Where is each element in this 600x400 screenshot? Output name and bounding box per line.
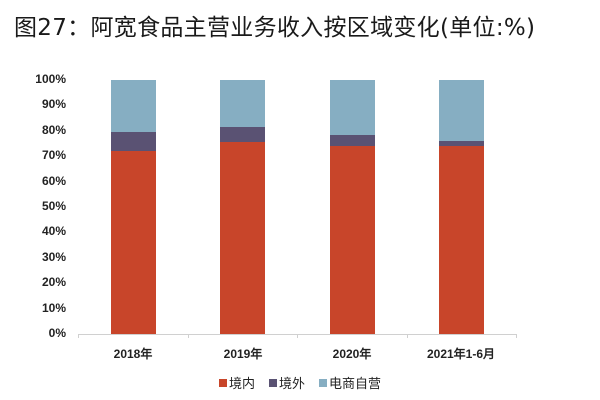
chart-title: 图27：阿宽食品主营业务收入按区域变化(单位:%)	[14, 15, 536, 41]
y-tick-label: 70%	[41, 148, 66, 163]
bar-segment-境外	[330, 135, 375, 147]
bar-segment-境外	[111, 131, 156, 151]
bar-segment-境内	[330, 146, 375, 334]
bar-segment-电商自营	[111, 80, 156, 132]
x-axis-tick	[188, 334, 189, 338]
legend-swatch-icon	[319, 378, 327, 387]
y-tick-label: 60%	[41, 173, 66, 188]
x-tick-label: 2018年	[113, 347, 153, 361]
bar-segment-电商自营	[330, 80, 375, 136]
bar-segment-境内	[439, 146, 484, 334]
x-axis-tick	[407, 334, 408, 338]
x-tick-label: 2019年	[223, 347, 263, 361]
bar-3	[439, 80, 484, 334]
bar-0	[111, 80, 156, 334]
bar-segment-境内	[111, 150, 156, 334]
y-tick-label: 80%	[41, 122, 66, 137]
y-tick-label: 100%	[35, 72, 66, 86]
x-tick-label: 2020年	[332, 347, 372, 361]
y-tick-label: 40%	[41, 224, 66, 239]
y-tick-label: 0%	[48, 326, 66, 340]
legend-label: 境外	[278, 377, 305, 392]
y-tick-label: 20%	[41, 275, 66, 290]
y-tick-label: 30%	[41, 249, 66, 264]
x-axis-tick	[297, 334, 298, 338]
legend-label: 电商自营	[329, 377, 382, 392]
bar-1	[220, 80, 265, 334]
legend-swatch-icon	[218, 378, 227, 387]
legend-item: 境内	[218, 373, 255, 392]
y-tick-label: 90%	[41, 97, 66, 112]
bar-2	[330, 80, 375, 334]
x-axis-tick	[78, 334, 79, 338]
legend-item: 电商自营	[319, 373, 381, 392]
y-tick-label: 50%	[41, 199, 66, 213]
bar-segment-境外	[220, 127, 265, 142]
bar-segment-境外	[439, 140, 484, 147]
bar-segment-境内	[220, 141, 265, 334]
legend: 境内 境外 电商自营	[0, 373, 600, 392]
legend-item: 境外	[268, 373, 305, 392]
bar-segment-电商自营	[220, 80, 265, 127]
bar-segment-电商自营	[439, 80, 484, 141]
legend-label: 境内	[228, 377, 255, 392]
y-tick-label: 10%	[41, 300, 66, 315]
x-axis-tick	[516, 334, 517, 338]
legend-swatch-icon	[268, 378, 277, 387]
x-tick-label: 2021年1-6月	[426, 347, 496, 361]
